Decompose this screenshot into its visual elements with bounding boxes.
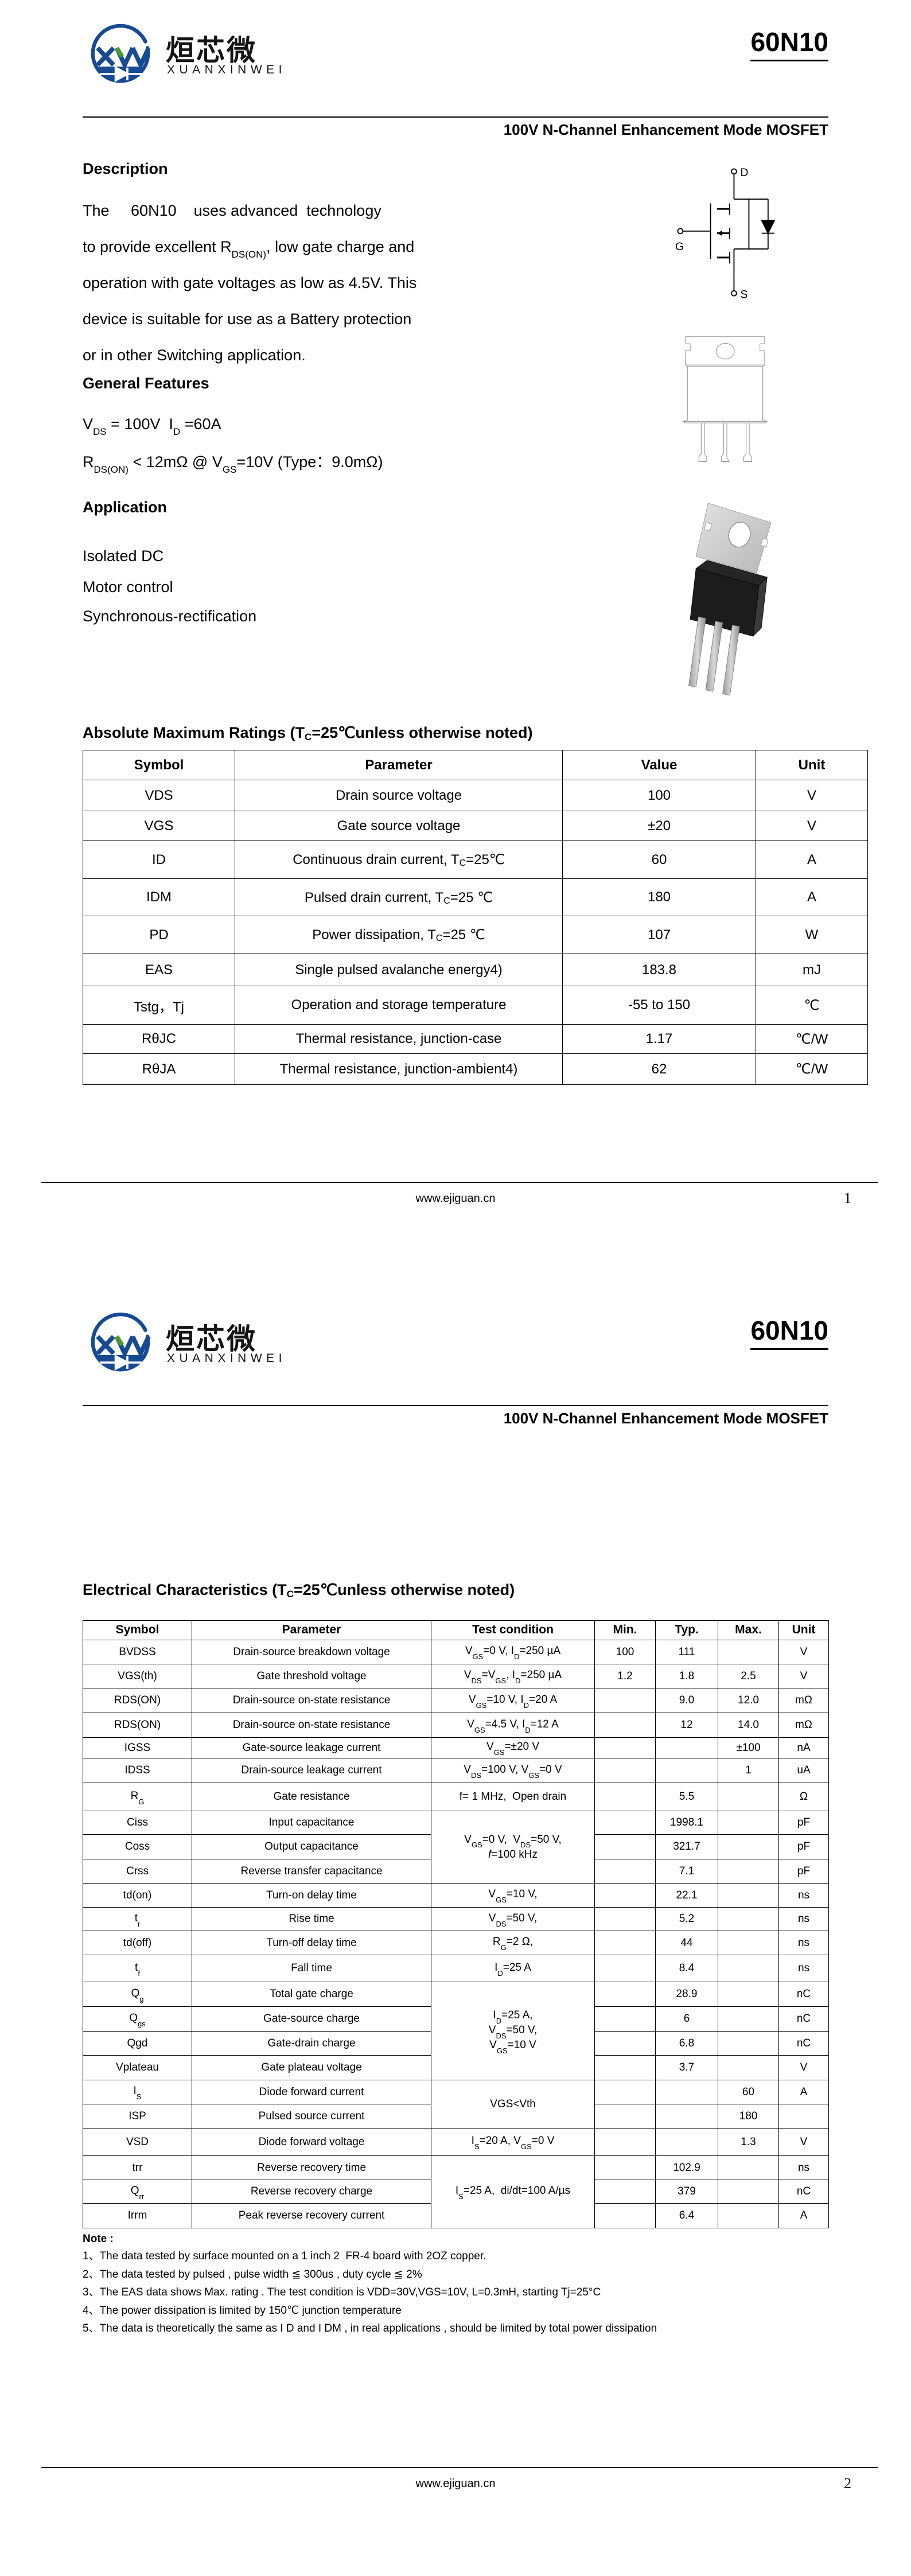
svg-text:S: S bbox=[741, 289, 748, 301]
svg-text:G: G bbox=[675, 241, 684, 253]
svg-text:D: D bbox=[741, 167, 749, 179]
